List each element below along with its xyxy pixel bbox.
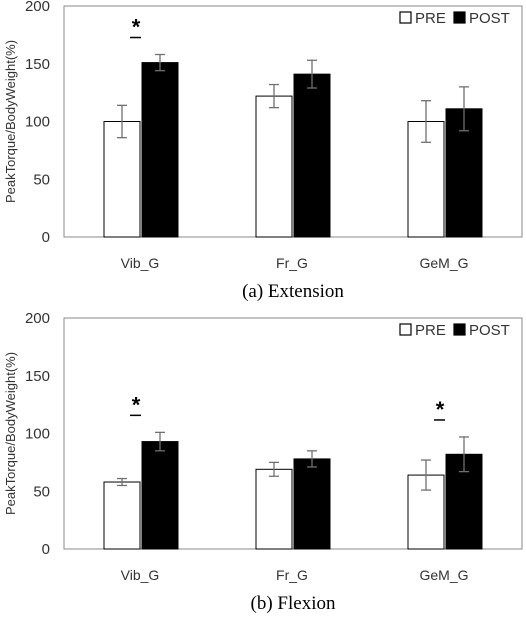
figure-caption: (a) Extension	[242, 281, 344, 302]
legend-label-pre: PRE	[415, 10, 446, 27]
category-label: Vib_G	[121, 255, 160, 271]
significance-star: *	[132, 15, 141, 40]
category-label: GeM_G	[419, 255, 468, 271]
y-axis-label: PeakTorque/BodyWeight(%)	[3, 352, 18, 515]
y-axis-label: PeakTorque/BodyWeight(%)	[3, 40, 18, 203]
plot-frame	[63, 5, 523, 238]
legend-swatch-post	[453, 323, 466, 336]
figure-caption: (b) Flexion	[251, 593, 336, 614]
bar-pre-vib_g	[103, 481, 141, 550]
plot-frame	[63, 317, 523, 550]
legend-label-post: POST	[469, 322, 510, 339]
y-tick-label: 200	[25, 312, 50, 327]
bar-post-fr_g	[293, 458, 331, 550]
significance-star: *	[436, 397, 445, 422]
category-label: Fr_G	[276, 255, 308, 271]
y-tick-label: 0	[42, 229, 50, 246]
bar-pre-fr_g	[255, 95, 293, 238]
bar-pre-fr_g	[255, 468, 293, 550]
bar-post-fr_g	[293, 73, 331, 238]
y-tick-label: 50	[33, 171, 50, 188]
significance-star: *	[132, 392, 141, 417]
legend-swatch-pre	[399, 11, 412, 24]
y-tick-label: 150	[25, 56, 50, 73]
chart-extension: 0 50 100 150 200 PeakTorque/BodyWeight(%) Vib_…	[3, 0, 523, 302]
bar-pre-vib_g	[103, 121, 141, 238]
y-tick-label: 200	[25, 0, 50, 15]
category-label: Fr_G	[276, 567, 308, 583]
y-tick-label: 100	[25, 114, 50, 131]
legend-swatch-pre	[399, 323, 412, 336]
legend-label-post: POST	[469, 10, 510, 27]
bar-post-vib_g	[141, 62, 179, 238]
y-tick-label: 50	[33, 483, 50, 500]
category-label: Vib_G	[121, 567, 160, 583]
y-tick-label: 150	[25, 368, 50, 385]
chart-flexion: 0 50 100 150 200 PeakTorque/BodyWeight(%) Vib_…	[3, 312, 523, 614]
y-tick-label: 100	[25, 426, 50, 443]
legend-label-pre: PRE	[415, 322, 446, 339]
y-tick-label: 0	[42, 541, 50, 558]
category-label: GeM_G	[419, 567, 468, 583]
legend-swatch-post	[453, 11, 466, 24]
bar-post-vib_g	[141, 441, 179, 550]
